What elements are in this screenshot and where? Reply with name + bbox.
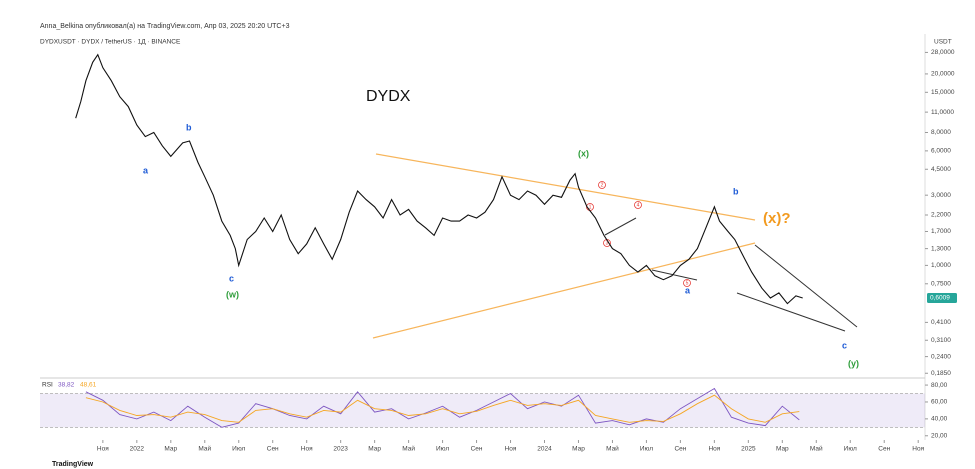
trendline: [736, 292, 846, 332]
x-tick-label: Май: [810, 445, 823, 453]
y-tick-label: 11,0000: [931, 109, 954, 116]
wave-circle: [634, 201, 642, 209]
last-price-label: 0,6009: [930, 295, 950, 302]
trendlines: [372, 153, 858, 339]
y-tick-label: 4,5000: [931, 166, 951, 173]
publisher-line: Anna_Belkina опубликовал(а) на TradingVi…: [40, 22, 290, 30]
trendline: [651, 269, 698, 281]
x-tick-label: Июл: [640, 446, 653, 453]
price-line: [85, 387, 800, 428]
x-tick-label: 2023: [333, 446, 348, 453]
wave-label: c: [842, 340, 847, 350]
y-tick-label: 60,00: [931, 399, 948, 406]
x-tick-label: Ноя: [708, 446, 720, 453]
wave-circle: [683, 279, 691, 287]
last-price-box: [927, 292, 957, 303]
y-tick-label: 0,2400: [931, 353, 951, 360]
wave-number: 1: [589, 204, 592, 210]
wave-circle: [598, 181, 606, 189]
wave-label: b: [733, 186, 739, 196]
wave-number: 2: [601, 182, 604, 188]
wave-label: b: [186, 122, 192, 132]
rsi-value: 38,82: [58, 382, 75, 389]
x-tick-label: Сен: [471, 446, 483, 453]
y-tick-label: 40,00: [931, 416, 948, 423]
y-tick-label: 8,0000: [931, 129, 951, 136]
wave-label: (w): [226, 289, 239, 299]
price-line: [75, 53, 803, 305]
x-tick-label: 2024: [537, 446, 552, 453]
x-tick-label: Сен: [878, 446, 890, 453]
y-tick-label: 6,0000: [931, 148, 951, 155]
trendline: [754, 244, 858, 328]
y-tick-label: 15,0000: [931, 89, 955, 96]
trendline: [375, 153, 756, 221]
x-tick-label: Ноя: [912, 446, 924, 453]
wave-number: 3: [606, 240, 609, 246]
y-tick-label: 3,0000: [931, 192, 951, 199]
x-tick-label: Мар: [776, 446, 789, 453]
y-tick-label: 20,00: [931, 432, 948, 439]
wave-label: c: [229, 273, 234, 283]
x-tick-label: 2022: [130, 446, 145, 453]
y-tick-label: 0,7500: [931, 281, 951, 288]
y-tick-label: 0,1850: [931, 370, 951, 377]
y-tick-label: 2,2000: [931, 212, 951, 219]
y-tick-label: 0,3100: [931, 337, 951, 344]
x-tick-label: Мар: [572, 446, 585, 453]
wave-label: (x)?: [763, 210, 791, 227]
y-tick-label: 28,0000: [931, 49, 955, 56]
wave-labels: a b c (w) (x) (x)? b a c (y) 1 2 3 4 5: [143, 122, 859, 368]
rsi-title: RSI: [42, 382, 53, 389]
x-tick-label: Ноя: [505, 446, 517, 453]
symbol-line: DYDXUSDT · DYDX / TetherUS · 1Д · BINANC…: [40, 39, 181, 46]
y-tick-label: 20,0000: [931, 71, 955, 78]
chart-title: DYDX: [366, 88, 411, 105]
x-tick-label: Июл: [436, 446, 449, 453]
x-tick-label: Май: [198, 445, 211, 453]
x-tick-label: Июл: [844, 446, 857, 453]
x-tick-label: Сен: [674, 446, 686, 453]
wave-label: (x): [578, 148, 589, 158]
trendline: [604, 217, 637, 236]
y-tick-label: 0,4100: [931, 319, 951, 326]
x-tick-label: Мар: [164, 446, 177, 453]
rsi-band: [40, 393, 925, 428]
x-tick-label: Май: [402, 445, 415, 453]
x-tick-label: Сен: [267, 446, 279, 453]
y-tick-label: 1,3000: [931, 245, 951, 252]
wave-label: a: [685, 285, 691, 295]
y-tick-label: 1,0000: [931, 262, 951, 269]
rsi-ma-value: 48,61: [80, 382, 97, 389]
trendline: [372, 242, 756, 339]
footer-logo: TradingView: [52, 461, 94, 468]
price-line: [85, 394, 800, 423]
x-tick-label: Июл: [232, 446, 245, 453]
wave-number: 5: [686, 280, 689, 286]
x-tick-label: Мар: [368, 446, 381, 453]
x-tick-label: Ноя: [301, 446, 313, 453]
x-tick-label: 2025: [741, 446, 756, 453]
wave-number: 4: [637, 202, 640, 208]
wave-label: a: [143, 165, 149, 175]
y-tick-label: 1,7000: [931, 228, 951, 235]
y-axis-unit: USDT: [934, 39, 952, 46]
y-tick-label: 80,00: [931, 382, 948, 389]
x-tick-label: Ноя: [97, 446, 109, 453]
wave-label: (y): [848, 358, 859, 368]
x-tick-label: Май: [606, 445, 619, 453]
